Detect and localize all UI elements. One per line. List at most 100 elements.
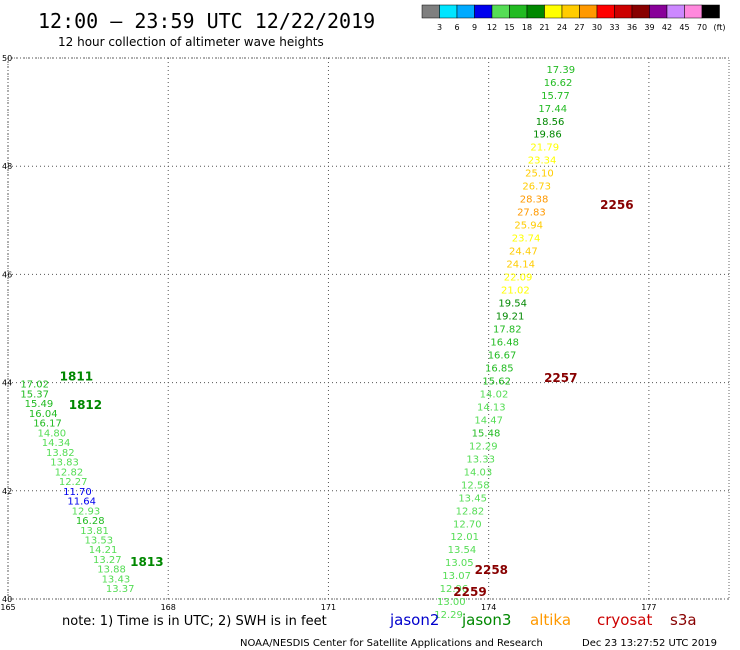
pass-time-label: 2256 (600, 198, 633, 212)
y-tick-label: 50 (2, 54, 12, 63)
colorbar-label: 9 (472, 23, 477, 32)
y-tick-label: 40 (2, 595, 12, 604)
colorbar-swatch (544, 4, 563, 19)
colorbar-swatch (684, 4, 703, 19)
wave-height-value: 21.02 (501, 286, 530, 297)
colorbar-label: 6 (454, 23, 459, 32)
pass-time-label: 2259 (453, 585, 486, 599)
wave-height-value: 14.02 (480, 389, 509, 400)
wave-height-value: 27.83 (517, 208, 546, 219)
colorbar-label: 36 (627, 23, 637, 32)
y-tick-label: 42 (2, 487, 12, 496)
wave-height-value: 17.44 (538, 104, 567, 115)
colorbar-swatch (701, 4, 720, 19)
wave-height-value: 13.43 (102, 574, 131, 585)
colorbar-swatch (666, 4, 685, 19)
colorbar-label: 45 (679, 23, 689, 32)
wave-height-value: 25.94 (514, 221, 543, 232)
wave-height-value: 16.28 (76, 516, 105, 527)
colorbar-swatch (614, 4, 633, 19)
x-tick-label: 174 (481, 603, 496, 612)
wave-height-value: 14.21 (89, 545, 118, 556)
wave-height-value: 14.47 (474, 415, 503, 426)
colorbar-swatch (509, 4, 528, 19)
legend-item-jason2: jason2 (389, 611, 439, 629)
pass-time-label: 1811 (60, 370, 93, 384)
y-tick-label: 44 (2, 379, 12, 388)
wave-height-value: 12.82 (456, 506, 485, 517)
legend-item-cryosat: cryosat (597, 611, 652, 629)
wave-height-value: 13.54 (448, 545, 477, 556)
colorbar-swatch (526, 4, 545, 19)
colorbar-swatch (596, 4, 615, 19)
x-tick-label: 168 (161, 603, 176, 612)
colorbar-swatch (439, 4, 458, 19)
wave-height-value: 13.82 (46, 448, 75, 459)
colorbar-label: 70 (697, 23, 707, 32)
colorbar-swatch (649, 4, 668, 19)
wave-height-value: 19.54 (498, 299, 527, 310)
colorbar-swatch (561, 4, 580, 19)
legend-item-jason3: jason3 (461, 611, 511, 629)
wave-height-value: 14.34 (42, 438, 71, 449)
colorbar-swatch (421, 4, 440, 19)
wave-height-value: 12.58 (461, 480, 490, 491)
tick-labels: 165 168 171 174 177 40 42 44 46 48 50 (0, 54, 656, 612)
wave-height-value: 16.67 (488, 350, 517, 361)
wave-height-value: 17.02 (20, 380, 49, 391)
wave-height-value: 13.33 (466, 454, 495, 465)
colorbar-label: 12 (487, 23, 497, 32)
wave-height-value: 16.17 (33, 419, 62, 430)
colorbar-swatch (474, 4, 493, 19)
colorbar-swatch (631, 4, 650, 19)
wave-height-value: 15.37 (20, 389, 49, 400)
wave-height-value: 13.37 (106, 584, 135, 595)
colorbar-label: 3 (437, 23, 442, 32)
wave-height-value: 16.62 (544, 78, 573, 89)
wave-height-value: 15.62 (482, 376, 511, 387)
wave-height-value: 13.05 (445, 558, 474, 569)
wave-height-value: 14.80 (37, 428, 66, 439)
y-tick-label: 48 (2, 162, 12, 171)
wave-height-value: 13.83 (50, 458, 79, 469)
wave-height-value: 12.96 (440, 584, 469, 595)
colorbar-label: 18 (522, 23, 532, 32)
colorbar-label: 21 (539, 23, 549, 32)
wave-height-value: 16.04 (29, 409, 58, 420)
x-tick-label: 177 (641, 603, 656, 612)
colorbar-label: 42 (662, 23, 672, 32)
colorbar-swatch (456, 4, 475, 19)
data-points: 17.39 16.62 15.77 17.44 18.56 19.86 21.79 23.34… (20, 65, 575, 621)
plot-frame (7, 57, 730, 600)
colorbar-label: 27 (574, 23, 584, 32)
x-tick-label: 171 (321, 603, 336, 612)
wave-height-value: 26.73 (522, 182, 551, 193)
pass-time-label: 1812 (69, 398, 102, 412)
wave-height-value: 11.70 (63, 487, 92, 498)
wave-height-value: 24.14 (506, 260, 535, 271)
wave-height-value: 24.47 (509, 247, 538, 258)
wave-height-value: 13.81 (80, 526, 109, 537)
colorbar-swatch (579, 4, 598, 19)
colorbar: 3 6 9 12 15 18 21 24 27 30 33 36 39 42 45 70 (ft) (421, 4, 726, 32)
wave-height-value: 23.74 (512, 234, 541, 245)
y-tick-label: 46 (2, 270, 12, 279)
wave-height-value: 23.34 (528, 156, 557, 167)
colorbar-label: 24 (557, 23, 567, 32)
wave-height-value: 13.27 (93, 555, 122, 566)
chart-subtitle: 12 hour collection of altimeter wave hei… (58, 35, 324, 49)
x-tick-label: 165 (0, 603, 15, 612)
wave-height-value: 15.48 (472, 428, 501, 439)
wave-height-value: 25.10 (525, 169, 554, 180)
wave-height-value: 13.00 (437, 597, 466, 608)
wave-height-value: 15.77 (541, 91, 570, 102)
colorbar-label: 30 (592, 23, 602, 32)
wave-height-value: 15.49 (25, 399, 54, 410)
footer-note: note: 1) Time is in UTC; 2) SWH is in fe… (62, 614, 327, 629)
wave-height-value: 12.82 (55, 467, 84, 478)
legend-item-altika: altika (530, 611, 571, 629)
footer-timestamp: Dec 23 13:27:52 UTC 2019 (582, 638, 717, 649)
colorbar-label: 15 (504, 23, 514, 32)
wave-height-value: 19.86 (533, 130, 562, 141)
